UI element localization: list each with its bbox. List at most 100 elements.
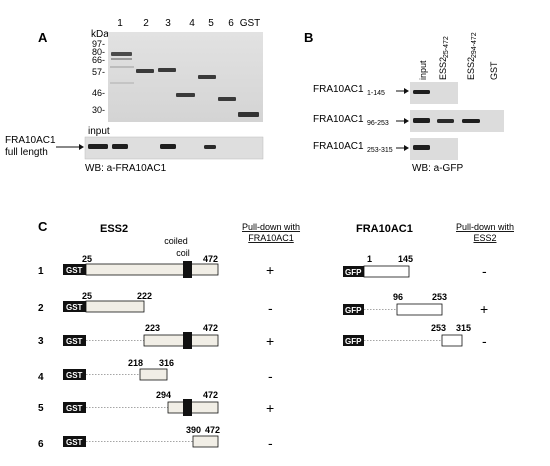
fra-construct-1: GFP 1 145 - (343, 254, 487, 279)
svg-text:472: 472 (203, 323, 218, 333)
result-sign: - (268, 300, 273, 316)
svg-text:25: 25 (82, 291, 92, 301)
column-labels: input ESS2 25-472 ESS2 294-472 GST (418, 32, 499, 80)
arrow-icon (404, 88, 409, 94)
row-2-name: FRA10AC1 (313, 114, 364, 125)
svg-text:316: 316 (159, 358, 174, 368)
svg-text:218: 218 (128, 358, 143, 368)
result-sign: - (482, 333, 487, 349)
svg-text:GST: GST (66, 303, 83, 312)
ess2-construct-1: 1 GST 25 472 + (38, 254, 274, 278)
svg-text:253: 253 (431, 323, 446, 333)
row-1-name: FRA10AC1 (313, 84, 364, 95)
col-ess2-a-sub: 25-472 (443, 36, 450, 58)
marker-97: 97- (92, 39, 105, 49)
svg-text:GFP: GFP (345, 268, 362, 277)
svg-text:GFP: GFP (345, 337, 362, 346)
result-sign: - (482, 263, 487, 279)
pulldown-right-line2: ESS2 (473, 233, 496, 243)
col-ess2-b-sub: 294-472 (471, 32, 478, 58)
svg-text:294: 294 (156, 390, 171, 400)
lane-label-1: 1 (117, 18, 123, 29)
kda-label: kDa (91, 29, 109, 40)
fra-full-length-line2: full length (5, 147, 48, 158)
svg-text:1: 1 (38, 266, 44, 277)
result-sign: + (266, 400, 274, 416)
col-ess2-a: ESS2 (438, 57, 448, 80)
svg-text:3: 3 (38, 336, 44, 347)
svg-text:5: 5 (38, 403, 44, 414)
result-sign: + (480, 301, 488, 317)
fra-full-length-line1: FRA10AC1 (5, 135, 56, 146)
svg-text:472: 472 (203, 390, 218, 400)
svg-text:472: 472 (203, 254, 218, 264)
lane-label-6: 6 (228, 18, 234, 29)
result-sign: + (266, 333, 274, 349)
wb-row-3: FRA10AC1 253-315 (313, 138, 458, 160)
input-label: input (88, 126, 110, 137)
svg-text:25: 25 (82, 254, 92, 264)
result-sign: - (268, 368, 273, 384)
row-3-name: FRA10AC1 (313, 141, 364, 152)
svg-text:1: 1 (367, 254, 372, 264)
ess2-construct-6: 6 GST 390 472 - (38, 425, 273, 451)
arrow-icon (56, 144, 84, 150)
row-3-sub: 253-315 (367, 147, 393, 154)
lane-label-3: 3 (165, 18, 171, 29)
svg-text:472: 472 (205, 425, 220, 435)
svg-text:223: 223 (145, 323, 160, 333)
svg-text:GST: GST (66, 404, 83, 413)
coiled-coil-line1: coiled (164, 236, 188, 246)
marker-80: 80- (92, 47, 105, 57)
panel-c-letter: C (38, 219, 48, 234)
fra-construct-3: GFP 253 315 - (343, 323, 487, 349)
col-ess2-b: ESS2 (466, 57, 476, 80)
lane-labels: 1 2 3 4 5 6 GST (117, 18, 260, 29)
marker-57: 57- (92, 67, 105, 77)
ess2-construct-2: 2 GST 25 222 - (38, 291, 273, 316)
svg-text:145: 145 (398, 254, 413, 264)
svg-text:GST: GST (66, 337, 83, 346)
marker-30: 30- (92, 105, 105, 115)
svg-text:2: 2 (38, 303, 44, 314)
ess2-construct-4: 4 GST 218 316 - (38, 358, 273, 384)
wb-row-2: FRA10AC1 96-253 (313, 110, 504, 132)
svg-text:GST: GST (66, 371, 83, 380)
svg-text:390: 390 (186, 425, 201, 435)
wb-row-1: FRA10AC1 1-145 (313, 82, 458, 104)
lane-label-5: 5 (208, 18, 214, 29)
arrow-icon (404, 145, 409, 151)
svg-text:GST: GST (66, 266, 83, 275)
col-input: input (418, 60, 428, 80)
ess2-construct-3: 3 GST 223 472 + (38, 323, 274, 349)
result-sign: + (266, 262, 274, 278)
ess2-constructs: 1 GST 25 472 + 2 GST 25 222 - 3 (38, 254, 274, 451)
fra-title: FRA10AC1 (356, 223, 413, 235)
svg-text:GFP: GFP (345, 306, 362, 315)
svg-text:GST: GST (66, 438, 83, 447)
panel-c: C ESS2 coiled coil Pull-down with FRA10A… (38, 219, 514, 451)
pulldown-right-line1: Pull-down with (456, 222, 514, 232)
lane-label-gst: GST (240, 18, 261, 29)
svg-text:315: 315 (456, 323, 471, 333)
wb-label-b: WB: a-GFP (412, 163, 463, 174)
marker-66: 66- (92, 55, 105, 65)
row-1-sub: 1-145 (367, 90, 385, 97)
panel-b-letter: B (304, 30, 313, 45)
marker-46: 46- (92, 88, 105, 98)
pulldown-left-line1: Pull-down with (242, 222, 300, 232)
panel-a: A kDa 97- 80- 66- 57- 46- 30- 1 2 3 4 5 … (5, 18, 264, 174)
panel-a-letter: A (38, 30, 48, 45)
ess2-construct-5: 5 GST 294 472 + (38, 390, 274, 416)
ess2-title: ESS2 (100, 223, 128, 235)
wb-label-a: WB: a-FRA10AC1 (85, 163, 167, 174)
svg-text:253: 253 (432, 292, 447, 302)
fra-construct-2: GFP 96 253 + (343, 292, 488, 317)
svg-text:4: 4 (38, 372, 44, 383)
coiled-coil-line2: coil (176, 248, 190, 258)
row-2-sub: 96-253 (367, 120, 389, 127)
result-sign: - (268, 435, 273, 451)
svg-text:222: 222 (137, 291, 152, 301)
lane-label-4: 4 (189, 18, 195, 29)
